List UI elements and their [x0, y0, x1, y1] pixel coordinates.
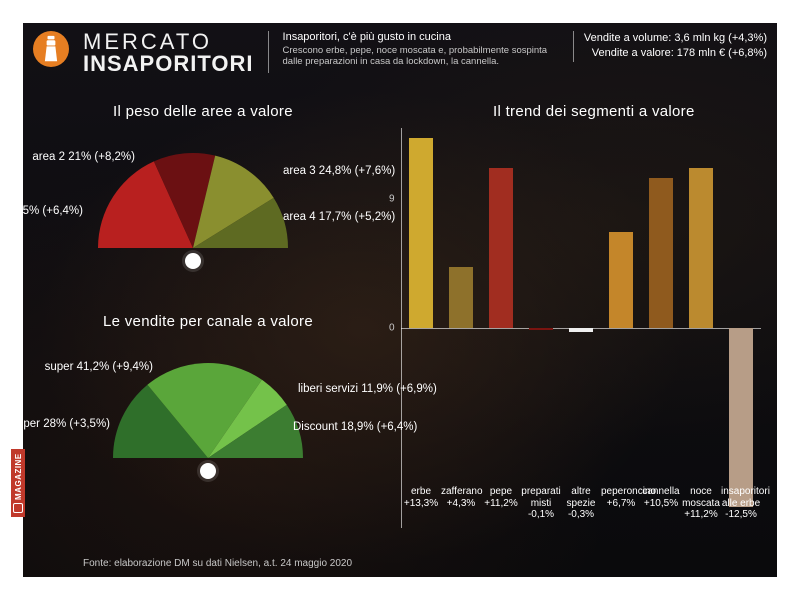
header-row: MERCATO INSAPORITORI Insaporitori, c'è p…: [33, 31, 767, 75]
bar-x-label: noce moscata+11,2%: [681, 486, 721, 521]
bar-x-label: altre spezie-0,3%: [561, 486, 601, 521]
bar-x-label: peperoncino+6,7%: [601, 486, 641, 509]
stat-value: Vendite a valore: 178 mln € (+6,8%): [584, 46, 767, 61]
bar: [529, 328, 553, 330]
title-line-2: INSAPORITORI: [83, 53, 254, 75]
gauge-center-dot: [185, 253, 201, 269]
bar-x-label: erbe+13,3%: [401, 486, 441, 509]
source-line: Fonte: elaborazione DM su dati Nielsen, …: [83, 558, 352, 569]
subtitle-block: Insaporitori, c'è più gusto in cucina Cr…: [283, 31, 559, 68]
y-tick-label: 0: [389, 323, 395, 334]
gauge-slice-label: iper 28% (+3,5%): [21, 418, 110, 430]
bar-chart: 09erbe+13,3%zafferano+4,3%pepe+11,2%prep…: [401, 128, 761, 528]
gauge-slice-label: liberi servizi 11,9% (+6,9%): [298, 383, 437, 395]
bar: [689, 168, 713, 328]
gauge-center-dot: [200, 463, 216, 479]
bar: [409, 138, 433, 328]
subtitle-body: Crescono erbe, pepe, noce moscata e, pro…: [283, 45, 559, 68]
gauge-slice-label: area 1 36,5% (+6,4%): [0, 205, 83, 217]
gauge-slice-label: super 41,2% (+9,4%): [45, 361, 153, 373]
title-block: MERCATO INSAPORITORI: [83, 31, 254, 75]
pepper-mill-icon: [42, 35, 60, 63]
gauge-channel-title: Le vendite per canale a valore: [103, 313, 313, 330]
issue-label: luglio/agosto 2020: [13, 362, 24, 443]
side-tab: MAGAZINE luglio/agosto 2020: [11, 362, 25, 517]
header-stats: Vendite a volume: 3,6 mln kg (+4,3%) Ven…: [573, 31, 767, 62]
gauge-slice-label: area 4 17,7% (+5,2%): [283, 211, 395, 223]
title-line-1: MERCATO: [83, 31, 254, 53]
bar: [569, 328, 593, 332]
subtitle-strong: Insaporitori, c'è più gusto in cucina: [283, 31, 559, 43]
bar: [449, 267, 473, 328]
magazine-badge: MAGAZINE: [11, 449, 25, 517]
gauge-slice-label: area 3 24,8% (+7,6%): [283, 165, 395, 177]
header-divider: [268, 31, 269, 73]
bar-x-label: insaporitori alle erbe-12,5%: [721, 486, 761, 521]
gauge-slice-label: area 2 21% (+8,2%): [32, 151, 135, 163]
infographic-panel: MERCATO INSAPORITORI Insaporitori, c'è p…: [23, 23, 777, 577]
gauge-area-title: Il peso delle aree a valore: [113, 103, 293, 120]
bar-x-label: pepe+11,2%: [481, 486, 521, 509]
bar: [729, 328, 753, 507]
logo-badge: [33, 31, 69, 67]
bars-layer: [401, 128, 761, 528]
y-tick-label: 9: [389, 194, 395, 205]
stat-volume: Vendite a volume: 3,6 mln kg (+4,3%): [584, 31, 767, 46]
gauge-slice-label: Discount 18,9% (+6,4%): [293, 421, 417, 433]
bar: [489, 168, 513, 328]
bar: [609, 232, 633, 328]
bar: [649, 178, 673, 328]
bar-x-label: preparati misti-0,1%: [521, 486, 561, 521]
bar-chart-title: Il trend dei segmenti a valore: [493, 103, 695, 120]
bar-x-label: cannella+10,5%: [641, 486, 681, 509]
bar-x-label: zafferano+4,3%: [441, 486, 481, 509]
